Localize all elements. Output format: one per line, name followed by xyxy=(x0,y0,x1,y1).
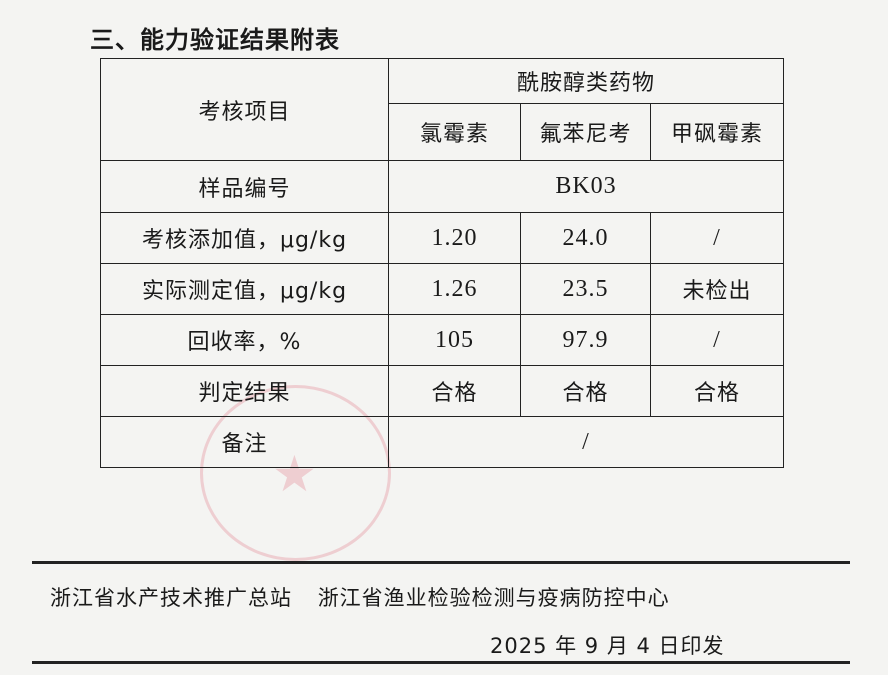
remark-label: 备注 xyxy=(100,416,389,468)
drug-header: 氟苯尼考 xyxy=(520,103,651,161)
cell: 24.0 xyxy=(520,212,651,264)
table-row: 实际测定值，μg/kg 1.26 23.5 未检出 xyxy=(100,263,785,315)
cell: 1.26 xyxy=(388,263,521,315)
row-label: 回收率，% xyxy=(100,314,389,366)
row-label: 实际测定值，μg/kg xyxy=(100,263,389,315)
table-row: 考核添加值，μg/kg 1.20 24.0 / xyxy=(100,212,785,264)
issuing-orgs: 浙江省水产技术推广总站 浙江省渔业检验检测与疫病防控中心 xyxy=(50,582,670,612)
org-2: 浙江省渔业检验检测与疫病防控中心 xyxy=(317,586,670,610)
row-label: 考核添加值，μg/kg xyxy=(100,212,389,264)
item-header: 考核项目 xyxy=(100,58,389,161)
issue-date: 2025 年 9 月 4 日印发 xyxy=(490,634,725,658)
cell: 合格 xyxy=(388,365,521,417)
row-label: 判定结果 xyxy=(100,365,389,417)
remark-value: / xyxy=(387,416,785,468)
cell: 1.20 xyxy=(388,212,521,264)
results-table: 考核项目 酰胺醇类药物 氯霉素 氟苯尼考 甲砜霉素 样品编号 BK03 考核添加… xyxy=(100,58,785,468)
drug-header: 甲砜霉素 xyxy=(649,103,785,161)
cell: 105 xyxy=(388,314,521,366)
sample-id: BK03 xyxy=(387,160,785,213)
section-title: 三、能力验证结果附表 xyxy=(90,26,340,54)
cell: 合格 xyxy=(520,365,651,417)
drug-header: 氯霉素 xyxy=(388,103,521,161)
sample-label: 样品编号 xyxy=(100,160,389,213)
cell: 合格 xyxy=(649,365,785,417)
divider-top xyxy=(32,561,850,564)
org-1: 浙江省水产技术推广总站 xyxy=(50,586,292,610)
cell: 未检出 xyxy=(649,263,785,315)
cell: 97.9 xyxy=(520,314,651,366)
table-row: 回收率，% 105 97.9 / xyxy=(100,314,785,366)
cell: / xyxy=(649,212,785,264)
group-header: 酰胺醇类药物 xyxy=(387,58,785,104)
cell: / xyxy=(649,314,785,366)
divider-bottom xyxy=(32,661,850,664)
table-row: 判定结果 合格 合格 合格 xyxy=(100,365,785,417)
cell: 23.5 xyxy=(520,263,651,315)
